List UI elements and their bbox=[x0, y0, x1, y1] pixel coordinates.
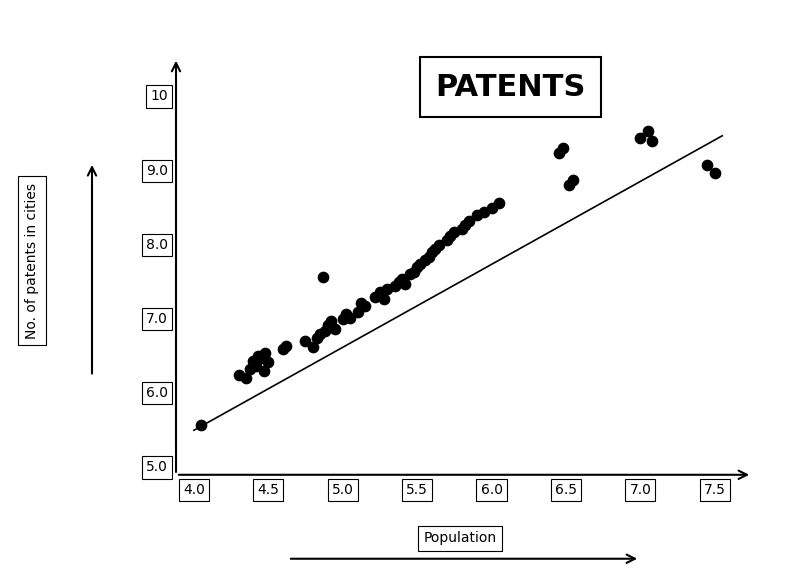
Point bbox=[258, 367, 270, 376]
Point bbox=[239, 373, 252, 383]
Text: No. of patents in cities: No. of patents in cities bbox=[25, 182, 39, 339]
Point bbox=[399, 280, 412, 289]
Point bbox=[552, 148, 565, 157]
Point bbox=[374, 287, 386, 296]
Point bbox=[317, 272, 330, 281]
Point bbox=[493, 198, 506, 207]
Point bbox=[418, 255, 431, 264]
Point bbox=[441, 235, 454, 244]
Point bbox=[443, 231, 456, 240]
Point bbox=[280, 341, 293, 350]
Point bbox=[351, 307, 364, 316]
Point bbox=[339, 309, 352, 318]
Point bbox=[388, 282, 401, 291]
Point bbox=[251, 351, 264, 361]
Point bbox=[322, 320, 334, 329]
Point bbox=[324, 317, 337, 326]
Point bbox=[254, 354, 267, 363]
Point bbox=[410, 262, 423, 272]
Point bbox=[329, 324, 342, 334]
Point bbox=[485, 203, 498, 212]
Point bbox=[262, 357, 274, 367]
Point bbox=[414, 259, 426, 269]
Point bbox=[358, 302, 371, 311]
Point bbox=[429, 245, 442, 254]
Point bbox=[369, 292, 382, 302]
Point bbox=[567, 175, 580, 185]
Point bbox=[408, 267, 421, 276]
Point bbox=[354, 298, 367, 307]
Point bbox=[448, 228, 461, 237]
Point bbox=[646, 136, 658, 145]
Point bbox=[378, 294, 390, 303]
Point bbox=[433, 240, 446, 250]
Text: Population: Population bbox=[423, 532, 497, 545]
Point bbox=[247, 356, 260, 365]
Point bbox=[403, 270, 416, 279]
Point bbox=[396, 274, 409, 284]
Point bbox=[306, 343, 319, 352]
Point bbox=[314, 329, 326, 339]
Point bbox=[381, 285, 394, 294]
Point bbox=[557, 144, 570, 153]
Point bbox=[244, 365, 257, 374]
Point bbox=[422, 252, 435, 261]
Point bbox=[393, 277, 406, 287]
Point bbox=[426, 248, 438, 257]
Point bbox=[250, 361, 262, 371]
Point bbox=[455, 224, 468, 233]
Point bbox=[634, 133, 646, 142]
Point bbox=[458, 220, 471, 229]
Point bbox=[478, 207, 490, 217]
Point bbox=[642, 126, 654, 135]
Point bbox=[299, 336, 312, 346]
Point bbox=[562, 181, 575, 190]
Point bbox=[336, 314, 349, 324]
Point bbox=[701, 161, 714, 170]
Point bbox=[344, 313, 357, 322]
Text: PATENTS: PATENTS bbox=[435, 72, 586, 101]
Point bbox=[259, 349, 272, 358]
Point bbox=[195, 420, 208, 430]
Point bbox=[277, 344, 290, 353]
Point bbox=[463, 217, 476, 226]
Point bbox=[708, 168, 721, 178]
Point bbox=[318, 326, 331, 335]
Point bbox=[470, 211, 483, 220]
Point bbox=[311, 334, 324, 343]
Point bbox=[232, 371, 245, 380]
